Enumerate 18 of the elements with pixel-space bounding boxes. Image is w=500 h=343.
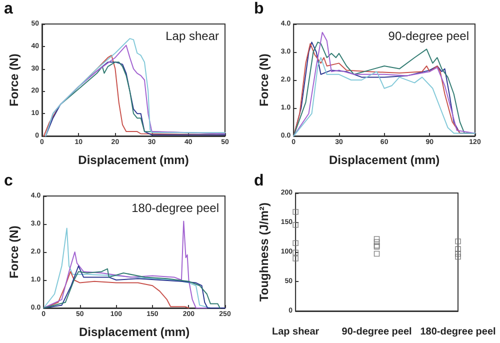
y-axis-title: Toughness (J/m²) <box>257 202 271 302</box>
chart-title: c <box>4 172 13 189</box>
y-axis-title: Force (N) <box>7 54 21 106</box>
y-axis-title: Force (N) <box>257 54 271 106</box>
chart-title: a <box>4 0 13 18</box>
chart-title: d <box>254 172 264 189</box>
annotation: Lap shear <box>166 29 220 43</box>
x-axis-title: Displacement (mm) <box>78 324 190 338</box>
annotation: 90-degree peel <box>388 29 470 43</box>
annotation: 180-degree peel <box>132 200 219 214</box>
line-series <box>43 227 211 308</box>
x-axis-title: Displacement (mm) <box>78 153 189 167</box>
x-axis-title: Displacement (mm) <box>328 153 440 167</box>
chart-title: b <box>254 0 264 18</box>
x-tick-label: 180-degree peel <box>420 326 496 337</box>
x-tick-label: Lap shear <box>272 326 320 337</box>
y-axis-title: Force (N) <box>7 225 21 278</box>
x-tick-label: 90-degree peel <box>342 326 412 337</box>
